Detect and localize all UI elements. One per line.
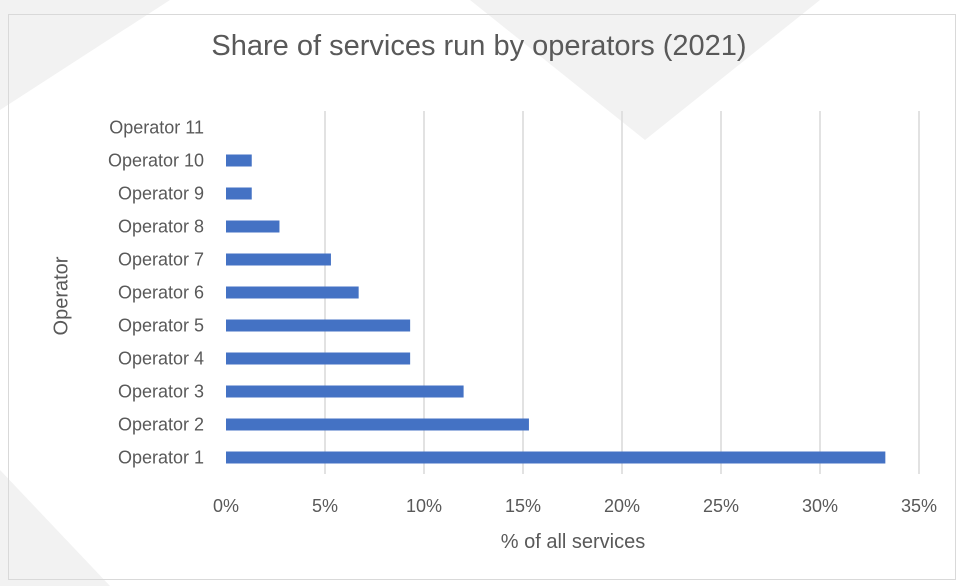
x-tick-label: 25%: [703, 496, 739, 516]
bar-operator-9: [226, 187, 252, 200]
y-tick-label: Operator 6: [118, 283, 204, 303]
y-tick-label: Operator 9: [118, 184, 204, 204]
y-tick-label: Operator 3: [118, 382, 204, 402]
bar-operator-3: [226, 385, 464, 398]
y-axis-title: Operator: [50, 256, 73, 336]
chart-area: [8, 14, 956, 580]
bar-operator-6: [226, 286, 359, 299]
y-tick-label: Operator 2: [118, 415, 204, 435]
x-tick-label: 15%: [505, 496, 541, 516]
bar-operator-10: [226, 154, 252, 167]
bar-operator-2: [226, 418, 529, 431]
y-tick-label: Operator 1: [118, 448, 204, 468]
bar-operator-8: [226, 220, 280, 233]
bar-operator-7: [226, 253, 331, 266]
y-tick-label: Operator 7: [118, 250, 204, 270]
x-tick-label: 20%: [604, 496, 640, 516]
x-tick-label: 5%: [312, 496, 338, 516]
y-tick-label: Operator 4: [118, 349, 204, 369]
x-tick-label: 35%: [901, 496, 937, 516]
bar-operator-1: [226, 451, 886, 464]
y-tick-label: Operator 8: [118, 217, 204, 237]
x-axis-title: % of all services: [500, 531, 646, 553]
y-tick-label: Operator 10: [108, 151, 204, 171]
chart-title: Share of services run by operators (2021…: [211, 30, 747, 62]
bar-operator-4: [226, 352, 411, 365]
y-tick-label: Operator 11: [109, 118, 204, 138]
x-tick-label: 10%: [406, 496, 442, 516]
x-tick-label: 0%: [213, 496, 239, 516]
y-tick-label: Operator 5: [118, 316, 204, 336]
bar-operator-5: [226, 319, 411, 332]
x-tick-label: 30%: [802, 496, 838, 516]
